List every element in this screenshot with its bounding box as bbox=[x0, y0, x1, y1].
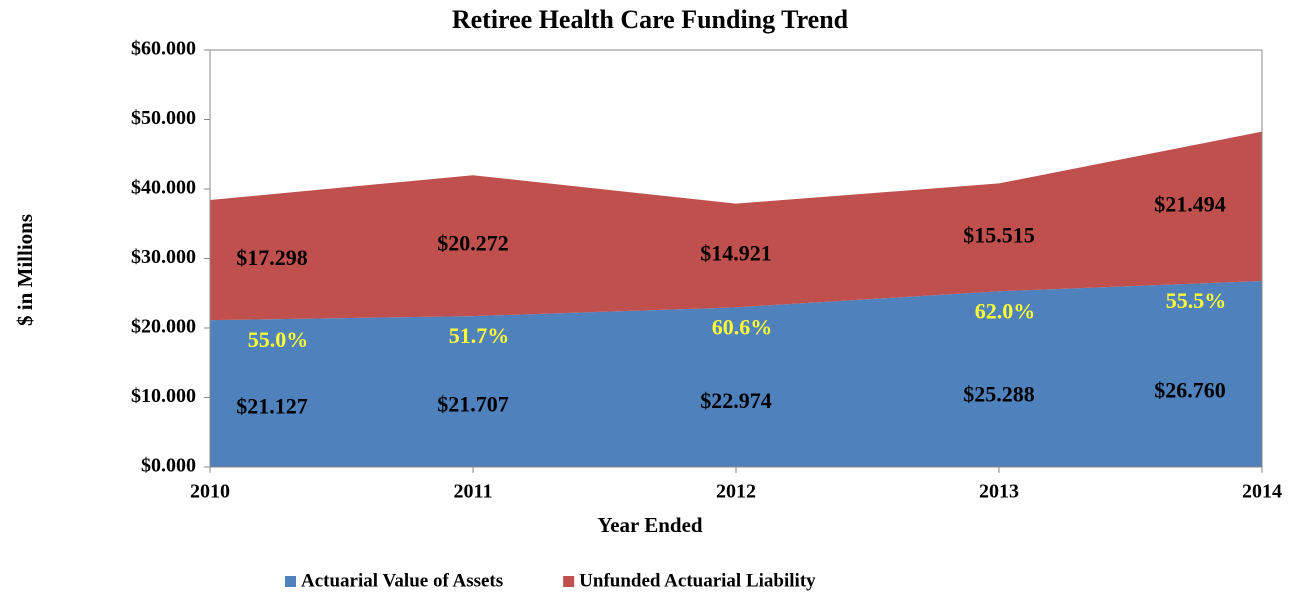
y-axis-label: $ in Millions bbox=[13, 214, 37, 326]
legend-label: Unfunded Actuarial Liability bbox=[579, 570, 816, 591]
funded-ratio: 55.5% bbox=[1166, 288, 1227, 313]
data-label: $25.288 bbox=[963, 382, 1035, 407]
x-axis-label: Year Ended bbox=[597, 513, 703, 537]
data-label: $26.760 bbox=[1154, 378, 1226, 403]
area bbox=[210, 281, 1262, 467]
data-label: $14.921 bbox=[700, 241, 772, 266]
data-label: $20.272 bbox=[437, 231, 509, 256]
data-label: $17.298 bbox=[236, 245, 308, 270]
y-tick-label: $50.000 bbox=[131, 107, 196, 129]
funded-ratio: 55.0% bbox=[248, 327, 309, 352]
funded-ratio: 51.7% bbox=[449, 323, 510, 348]
area bbox=[210, 131, 1262, 321]
legend-label: Actuarial Value of Assets bbox=[301, 570, 503, 591]
chart-title: Retiree Health Care Funding Trend bbox=[452, 5, 849, 34]
data-label: $15.515 bbox=[963, 222, 1035, 247]
y-tick-label: $60.000 bbox=[131, 38, 196, 60]
x-tick-label: 2012 bbox=[716, 481, 756, 503]
x-tick-label: 2014 bbox=[1242, 481, 1282, 503]
x-tick-label: 2013 bbox=[979, 481, 1019, 503]
y-tick-label: $10.000 bbox=[131, 385, 196, 407]
funded-ratio: 60.6% bbox=[712, 314, 773, 339]
data-label: $21.494 bbox=[1154, 191, 1226, 216]
x-tick-label: 2010 bbox=[190, 481, 230, 503]
data-label: $22.974 bbox=[700, 388, 772, 413]
y-tick-label: $40.000 bbox=[131, 177, 196, 199]
legend-swatch bbox=[563, 576, 575, 587]
legend-swatch bbox=[285, 576, 296, 587]
data-label: $21.707 bbox=[437, 392, 509, 417]
y-tick-label: $30.000 bbox=[131, 246, 196, 268]
x-tick-label: 2011 bbox=[454, 481, 493, 503]
funded-ratio: 62.0% bbox=[975, 298, 1036, 323]
data-label: $21.127 bbox=[236, 393, 308, 418]
y-tick-label: $20.000 bbox=[131, 316, 196, 338]
y-tick-label: $0.000 bbox=[141, 455, 196, 477]
